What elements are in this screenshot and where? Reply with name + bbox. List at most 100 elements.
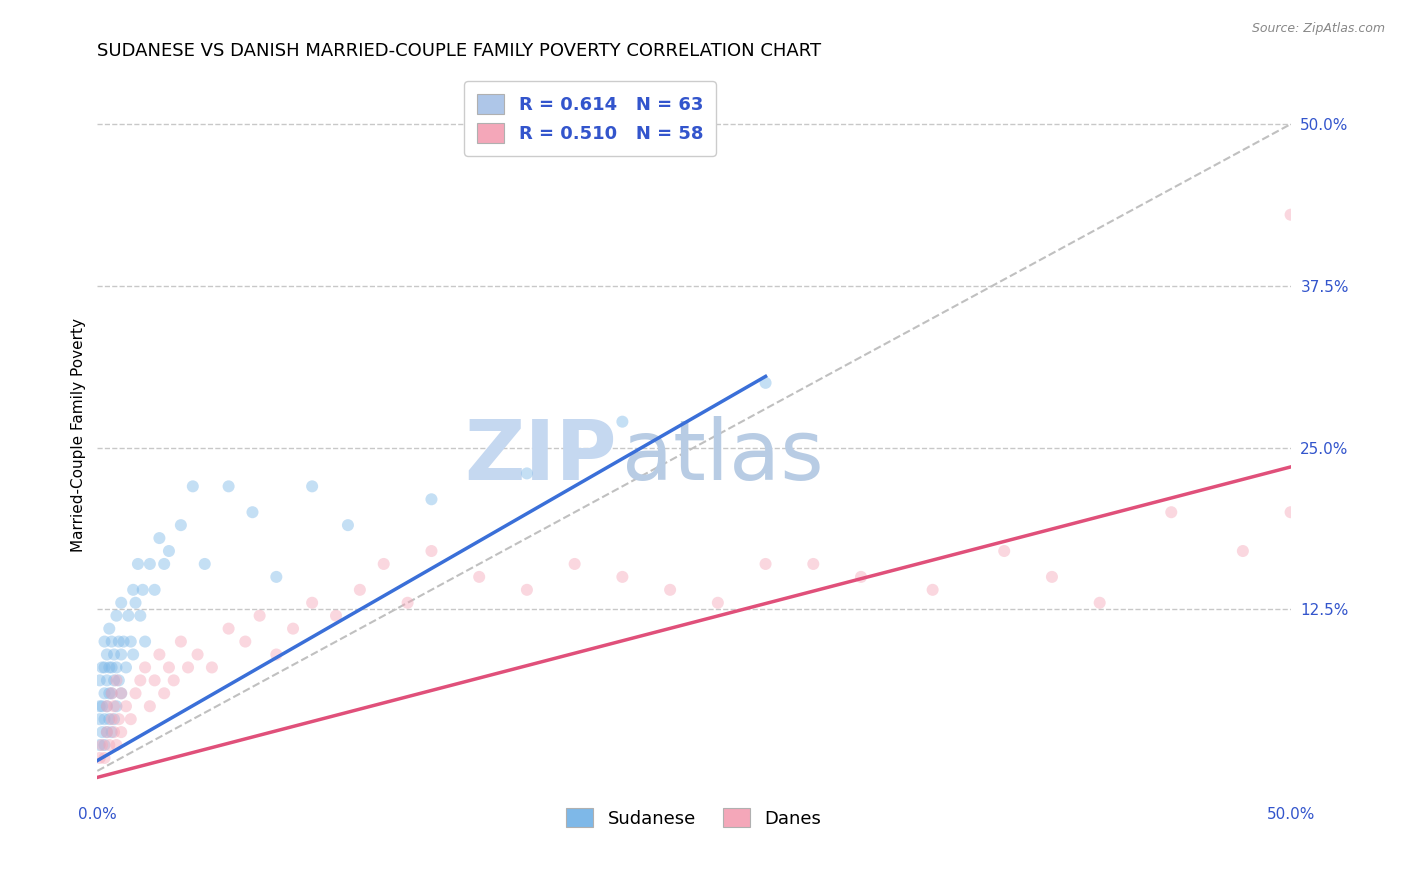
Point [153,557,176,571]
Point [103,699,125,714]
Point [110,686,132,700]
Point [91,660,114,674]
Point [157,544,180,558]
Point [124,596,146,610]
Point [98,686,121,700]
Point [301,479,323,493]
Point [105,699,128,714]
Point [659,582,682,597]
Point [143,582,166,597]
Point [301,596,323,610]
Point [108,712,131,726]
Point [100,725,122,739]
Point [100,686,122,700]
Point [131,582,153,597]
Point [325,608,347,623]
Point [100,660,122,674]
Point [120,634,142,648]
Point [373,557,395,571]
Point [96,725,118,739]
Point [218,479,240,493]
Y-axis label: Married-Couple Family Poverty: Married-Couple Family Poverty [72,318,86,551]
Point [993,544,1015,558]
Point [1232,544,1254,558]
Point [420,544,443,558]
Point [849,570,872,584]
Point [194,557,217,571]
Point [98,660,121,674]
Point [612,570,634,584]
Point [516,467,538,481]
Point [105,660,128,674]
Point [100,634,122,648]
Point [181,479,204,493]
Point [1088,596,1111,610]
Point [120,712,142,726]
Point [134,660,156,674]
Point [122,648,145,662]
Point [420,492,443,507]
Point [108,634,131,648]
Point [108,673,131,688]
Point [100,686,122,700]
Point [187,648,209,662]
Point [139,557,162,571]
Point [266,570,288,584]
Point [89,699,111,714]
Point [96,699,118,714]
Point [396,596,419,610]
Text: ZIP: ZIP [464,416,616,497]
Point [112,634,135,648]
Point [89,751,111,765]
Point [1040,570,1063,584]
Point [110,596,132,610]
Text: Source: ZipAtlas.com: Source: ZipAtlas.com [1251,22,1385,36]
Point [91,699,114,714]
Point [103,673,125,688]
Point [249,608,271,623]
Point [105,673,128,688]
Point [468,570,491,584]
Point [281,622,304,636]
Point [89,712,111,726]
Point [110,725,132,739]
Point [349,582,371,597]
Point [93,686,115,700]
Point [143,673,166,688]
Point [129,673,152,688]
Point [93,751,115,765]
Point [103,725,125,739]
Point [139,699,162,714]
Point [242,505,264,519]
Point [1279,208,1302,222]
Point [612,415,634,429]
Point [129,608,152,623]
Point [96,673,118,688]
Point [110,686,132,700]
Point [115,699,138,714]
Point [266,648,288,662]
Point [89,738,111,752]
Point [127,557,149,571]
Point [91,725,114,739]
Point [163,673,186,688]
Point [93,738,115,752]
Point [755,376,778,390]
Point [103,648,125,662]
Point [100,712,122,726]
Point [105,738,128,752]
Point [115,660,138,674]
Point [98,622,121,636]
Point [921,582,943,597]
Point [134,634,156,648]
Legend: Sudanese, Danes: Sudanese, Danes [560,800,828,835]
Point [755,557,778,571]
Point [117,608,139,623]
Point [93,660,115,674]
Point [124,686,146,700]
Point [96,648,118,662]
Point [516,582,538,597]
Point [148,648,170,662]
Point [170,518,193,533]
Point [148,531,170,545]
